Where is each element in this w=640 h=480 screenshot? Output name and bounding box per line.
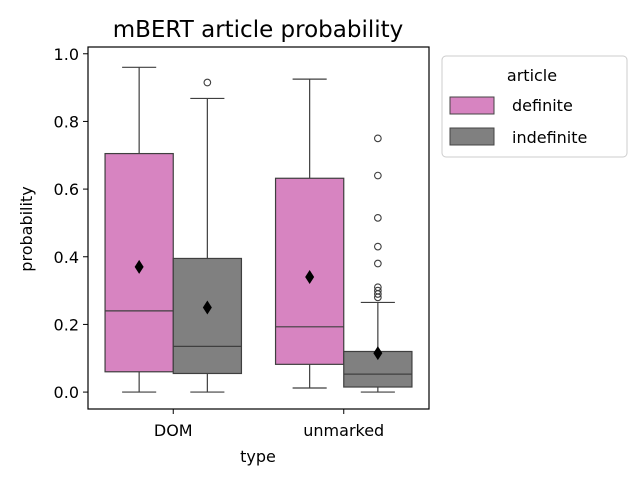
mean-marker <box>373 346 383 361</box>
chart-title: mBERT article probability <box>113 17 404 43</box>
y-axis: 0.0 0.2 0.4 0.6 0.8 1.0 <box>54 45 88 402</box>
outlier-point <box>203 78 212 87</box>
box-definite-unmarked <box>274 78 345 389</box>
plot-frame <box>87 46 430 410</box>
outlier-point <box>374 171 382 180</box>
plot-area <box>104 66 413 393</box>
outlier-point <box>374 242 382 251</box>
outlier-point <box>374 293 382 302</box>
y-axis-label: probability <box>17 186 36 271</box>
y-tick-label: 0.4 <box>54 248 79 267</box>
x-tick-label: unmarked <box>303 421 384 440</box>
y-tick-label: 1.0 <box>54 45 79 64</box>
outlier-point <box>374 214 382 222</box>
x-tick-label: DOM <box>154 421 193 440</box>
legend-swatch-definite <box>449 96 495 115</box>
outlier-point <box>374 290 382 298</box>
outlier-point <box>374 134 382 143</box>
legend-label-indefinite: indefinite <box>512 128 587 147</box>
y-tick-label: 0.0 <box>54 383 79 402</box>
x-axis-label: type <box>240 447 276 466</box>
y-tick-label: 0.8 <box>54 112 79 131</box>
box-indefinite-DOM <box>172 78 243 393</box>
legend-label-definite: definite <box>512 96 573 115</box>
x-axis: DOM unmarked <box>154 409 384 440</box>
mean-marker <box>134 259 144 274</box>
mean-marker <box>305 270 315 285</box>
legend-swatch-indefinite <box>449 127 495 146</box>
box-definite-DOM <box>104 66 174 393</box>
iqr-box <box>172 257 243 375</box>
y-tick-label: 0.2 <box>54 315 79 334</box>
legend-title: article <box>507 66 557 85</box>
outlier-point <box>374 259 382 268</box>
mean-marker <box>202 300 212 315</box>
box-indefinite-unmarked <box>343 134 413 393</box>
y-tick-label: 0.6 <box>54 180 79 199</box>
legend: article definite indefinite <box>441 55 628 158</box>
